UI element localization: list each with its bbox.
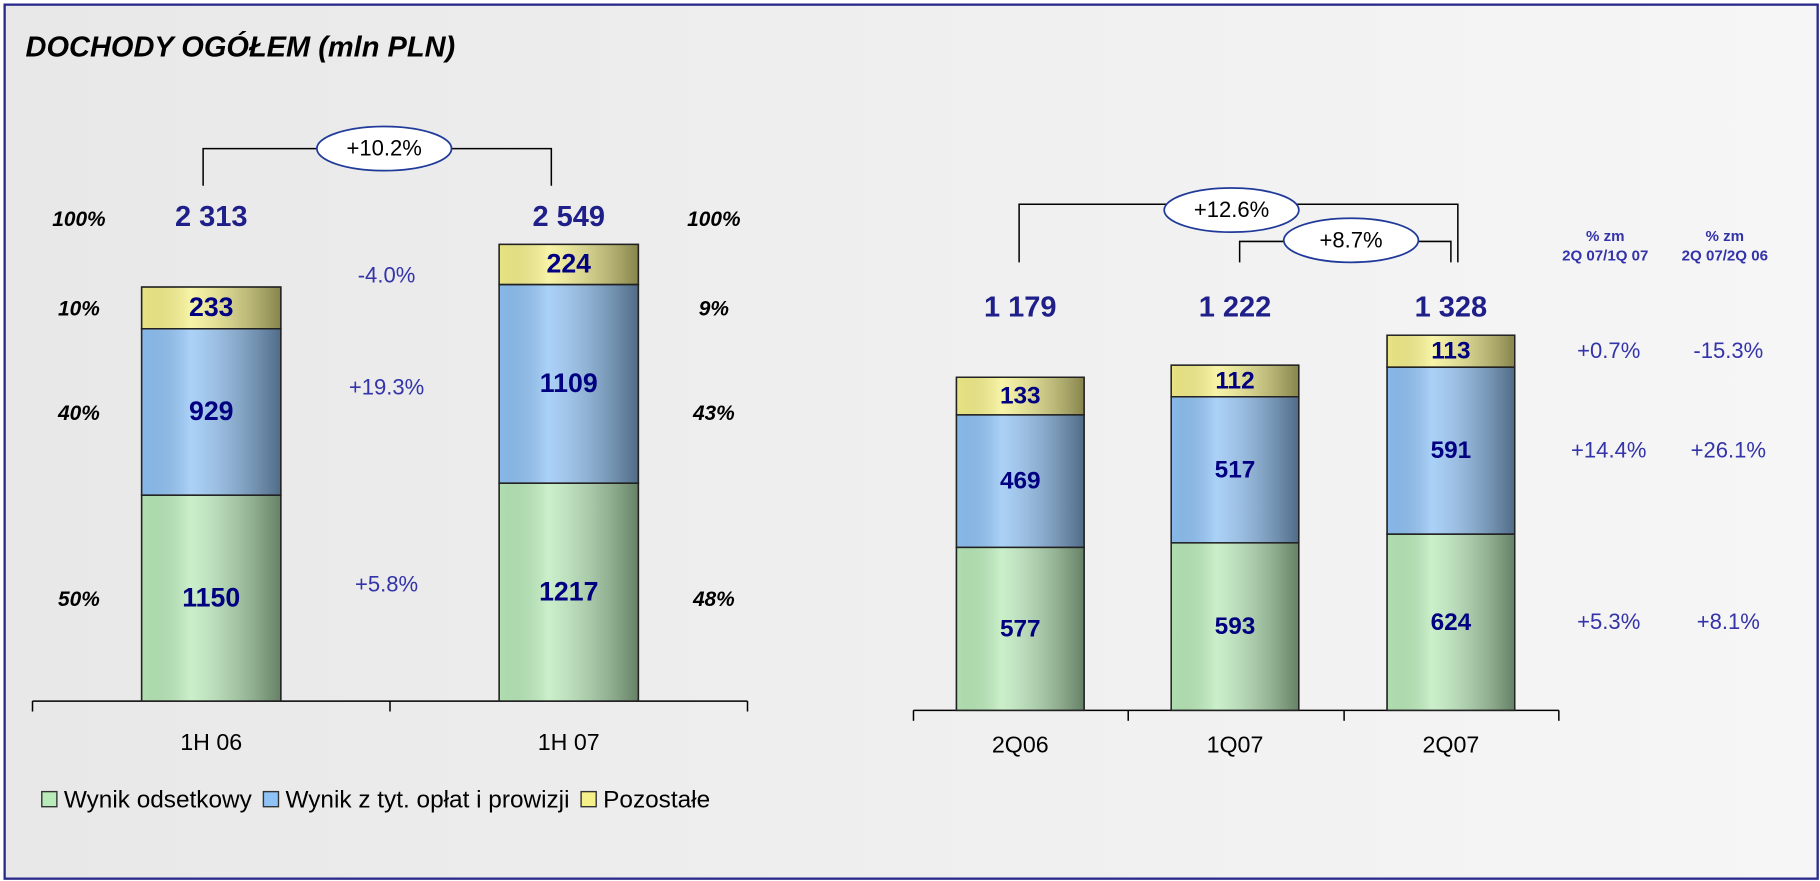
share-label: 9% [699,298,729,321]
segment-label: 112 [1215,368,1254,395]
bar-shade [140,286,282,330]
total-label: 1 222 [1199,291,1272,323]
segment-label: 1217 [539,576,598,606]
segment-label: 1150 [182,582,240,612]
segment-label: 233 [189,292,234,322]
bar-shade [1386,334,1516,368]
total-change: +12.6% [1194,197,1269,222]
column-header: 2Q 07/1Q 07 [1562,248,1648,265]
bar-shade [140,328,282,496]
segment-label: 113 [1431,338,1470,365]
legend-label: Pozostałe [603,786,710,813]
segment-label: 577 [1000,615,1041,642]
legend-swatch [580,790,597,808]
bracket-badge [316,125,453,172]
share-label: 100% [687,208,740,231]
bar-shade [955,414,1085,549]
change-label: +8.1% [1697,609,1760,634]
bracket-badge [1282,217,1420,264]
segment-label: 591 [1431,437,1472,464]
x-tick-label: 1H 06 [180,729,242,755]
column-header: % zm [1586,228,1625,245]
column-header: 2Q 07/2Q 06 [1682,248,1768,265]
bar-shade [955,546,1085,712]
bar-shade [140,494,282,702]
segment-label: 929 [189,396,234,426]
bar-shade [1386,366,1516,535]
segment-label: 593 [1215,613,1256,640]
title: DOCHODY OGÓŁEM (mln PLN) [26,29,456,63]
bar-shade [955,376,1085,416]
bar-shade [1170,396,1300,544]
change-label: +5.3% [1577,609,1640,634]
segment-label: 469 [1000,468,1041,495]
change-label: +14.4% [1571,438,1646,463]
change-label: -4.0% [358,263,416,288]
bar-shade [1386,533,1516,712]
share-label: 43% [692,402,735,425]
share-label: 40% [57,402,100,425]
share-label: 48% [692,588,735,611]
segment-label: 624 [1431,609,1472,636]
bar-shade [1170,364,1300,398]
segment-label: 1109 [540,368,598,398]
x-tick-label: 1Q07 [1207,731,1264,757]
bar-shade [498,482,640,702]
change-label: +5.8% [355,572,418,597]
bracket-badge [1163,187,1300,234]
change-label: +26.1% [1691,438,1766,463]
change-label: +19.3% [349,374,424,399]
change-label: -15.3% [1693,338,1763,363]
column-header: % zm [1706,228,1745,245]
total-label: 1 179 [984,291,1057,323]
total-label: 2 549 [532,201,605,233]
share-label: 10% [58,298,100,321]
total-label: 1 328 [1415,291,1488,323]
total-change: +8.7% [1320,227,1383,252]
x-tick-label: 2Q06 [992,731,1049,757]
total-label: 2 313 [175,201,248,233]
legend-swatch [41,790,58,808]
change-label: +0.7% [1577,338,1640,363]
legend-swatch [262,790,280,808]
segment-label: 133 [1000,383,1041,410]
share-label: 50% [58,588,100,611]
segment-label: 517 [1215,456,1256,483]
legend-label: Wynik z tyt. opłat i prowizji [285,786,569,813]
bar-shade [1170,542,1300,712]
x-tick-label: 1H 07 [538,729,600,755]
x-tick-label: 2Q07 [1423,731,1480,757]
segment-label: 224 [546,249,591,279]
frame [3,3,1819,880]
legend-label: Wynik odsetkowy [64,786,253,813]
total-change: +10.2% [347,136,422,161]
bar-shade [498,243,640,286]
bar-shade [498,283,640,484]
share-label: 100% [52,208,105,231]
